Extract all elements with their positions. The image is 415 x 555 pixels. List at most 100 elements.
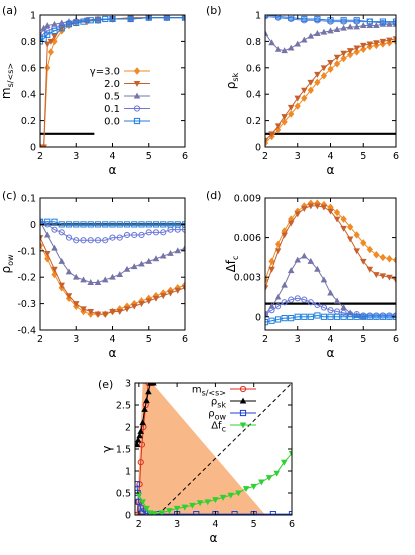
x-tick-label: 5 [251, 519, 257, 530]
data-point [173, 505, 181, 512]
data-point [373, 251, 380, 259]
data-point [43, 250, 51, 257]
legend-marker [133, 81, 141, 87]
y-tick-label: 0.4 [21, 90, 36, 101]
chart-panel-1: 2 3 4 5 6 0 0.2 0.4 0.6 0.8 1 α ms/<s> (a) γ=3.02.0 0.5… [0, 4, 188, 177]
data-point [212, 497, 219, 504]
data-point [379, 253, 387, 262]
legend-marker [239, 409, 247, 417]
data-point [94, 221, 102, 228]
data-point [294, 295, 301, 302]
data-point [275, 316, 282, 323]
data-point [123, 221, 131, 228]
data-point [235, 490, 242, 497]
data-point [320, 28, 328, 35]
data-point [174, 287, 182, 294]
data-point [94, 311, 102, 318]
data-point [44, 31, 51, 38]
x-tick-label: 6 [289, 519, 295, 530]
data-point [94, 237, 102, 244]
data-point [301, 252, 308, 259]
data-point [181, 504, 189, 511]
data-point [123, 231, 131, 239]
data-point [58, 229, 65, 236]
data-point [102, 221, 109, 228]
data-point [102, 237, 109, 244]
data-point [268, 307, 275, 314]
data-point [307, 299, 314, 306]
data-point [47, 48, 54, 56]
data-point [379, 38, 387, 45]
y-tick-label: 0.2 [246, 116, 261, 127]
data-point [275, 303, 282, 310]
data-point [58, 257, 66, 264]
data-point [340, 50, 347, 57]
data-point [43, 41, 51, 48]
data-point [392, 256, 396, 264]
data-point [40, 144, 47, 147]
y-tick-label: 0 [30, 143, 36, 154]
series-line-5 [265, 15, 396, 23]
data-point [65, 293, 73, 300]
data-point [301, 36, 308, 43]
data-point [353, 17, 360, 24]
data-point [307, 313, 314, 320]
data-point [73, 221, 80, 228]
data-point [307, 257, 315, 264]
y-tick-label: 0.8 [246, 37, 261, 48]
data-point [145, 257, 153, 264]
data-point [138, 260, 145, 267]
data-point [130, 263, 138, 270]
data-point [265, 475, 273, 482]
data-point [320, 276, 328, 283]
data-point [333, 54, 341, 61]
data-point [196, 500, 204, 507]
data-point [327, 289, 334, 296]
data-point [131, 221, 138, 228]
data-point [314, 15, 321, 23]
data-point [72, 273, 80, 280]
x-tick-label: 2 [262, 151, 268, 162]
data-point [265, 318, 269, 326]
panel-label: (a) [2, 4, 17, 17]
y-tick-label: 0.4 [246, 90, 261, 101]
data-point [281, 47, 288, 54]
legend-marker [133, 117, 141, 125]
data-point [44, 64, 51, 72]
data-point [135, 481, 141, 488]
y-tick-label: 0.6 [246, 63, 261, 74]
y-axis-label: γ [100, 445, 114, 452]
legend-marker [133, 92, 141, 99]
data-point [174, 221, 181, 228]
data-point [294, 313, 301, 320]
panel-label: (c) [2, 189, 17, 202]
data-point [366, 41, 374, 48]
data-point [80, 237, 87, 244]
data-point [138, 221, 145, 228]
data-point [320, 304, 328, 311]
data-point [307, 32, 315, 39]
x-tick-label: 5 [146, 151, 152, 162]
y-tick-label: 0 [125, 511, 131, 522]
data-point [135, 441, 141, 448]
x-tick-label: 6 [393, 334, 399, 345]
shaded-region [136, 383, 266, 515]
data-point [138, 301, 145, 308]
data-point [87, 221, 94, 228]
data-point [137, 427, 145, 434]
data-point [130, 303, 138, 310]
data-point [136, 432, 143, 439]
y-tick-label: -0.4 [17, 326, 36, 337]
data-point [274, 240, 282, 248]
data-point [87, 279, 95, 285]
data-point [265, 137, 269, 144]
y-tick-label: -0.3 [17, 299, 36, 310]
data-point [143, 505, 150, 512]
data-point [333, 297, 341, 304]
y-tick-label: 0.8 [21, 37, 36, 48]
legend-label: ρow [208, 409, 226, 422]
data-point [333, 313, 341, 320]
y-tick-label: 0.2 [21, 116, 36, 127]
data-point [116, 221, 123, 228]
data-point [109, 221, 116, 228]
